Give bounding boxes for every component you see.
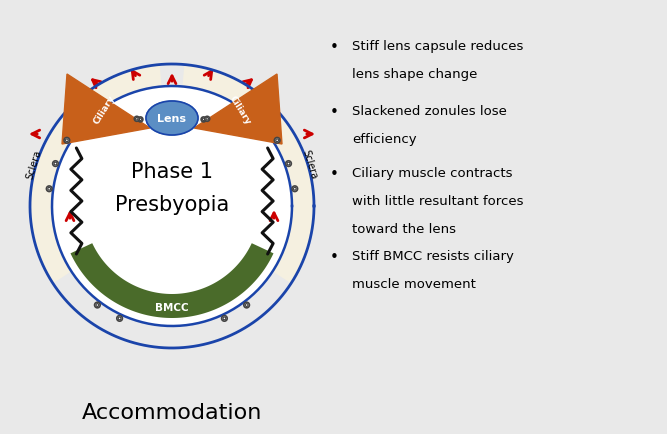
Text: Ciliary: Ciliary xyxy=(91,94,117,126)
Circle shape xyxy=(201,118,206,123)
Text: •: • xyxy=(329,40,338,55)
Circle shape xyxy=(223,317,226,320)
Circle shape xyxy=(274,138,280,144)
Circle shape xyxy=(205,117,209,122)
Polygon shape xyxy=(71,243,273,318)
Polygon shape xyxy=(183,66,314,284)
Circle shape xyxy=(139,119,141,122)
Circle shape xyxy=(118,317,121,320)
Circle shape xyxy=(117,316,123,322)
Circle shape xyxy=(206,118,209,121)
Circle shape xyxy=(275,140,279,142)
Circle shape xyxy=(47,187,52,192)
Polygon shape xyxy=(30,66,161,284)
Text: Sclera: Sclera xyxy=(25,149,43,181)
Text: with little resultant forces: with little resultant forces xyxy=(352,194,524,207)
Circle shape xyxy=(245,304,248,307)
Circle shape xyxy=(244,302,249,308)
Text: Stiff BMCC resists ciliary: Stiff BMCC resists ciliary xyxy=(352,250,514,263)
Circle shape xyxy=(135,118,138,121)
Circle shape xyxy=(285,161,291,167)
Text: Stiff lens capsule reduces: Stiff lens capsule reduces xyxy=(352,40,524,53)
Circle shape xyxy=(292,187,297,192)
Circle shape xyxy=(287,163,290,166)
Text: BMCC: BMCC xyxy=(155,302,189,312)
Circle shape xyxy=(65,140,68,142)
Circle shape xyxy=(293,188,296,191)
Polygon shape xyxy=(194,75,282,145)
Text: efficiency: efficiency xyxy=(352,133,417,146)
Circle shape xyxy=(95,302,100,308)
Text: •: • xyxy=(329,105,338,120)
Text: Slackened zonules lose: Slackened zonules lose xyxy=(352,105,507,118)
Text: muscle movement: muscle movement xyxy=(352,277,476,290)
Ellipse shape xyxy=(146,102,198,136)
Text: toward the lens: toward the lens xyxy=(352,223,456,236)
Text: Phase 1: Phase 1 xyxy=(131,161,213,181)
Circle shape xyxy=(221,316,227,322)
Text: Lens: Lens xyxy=(157,114,187,124)
Circle shape xyxy=(138,118,143,123)
Text: •: • xyxy=(329,167,338,181)
Text: Presbyopia: Presbyopia xyxy=(115,194,229,214)
Circle shape xyxy=(134,117,139,122)
Circle shape xyxy=(53,161,58,167)
Circle shape xyxy=(52,87,292,326)
Text: Accommodation: Accommodation xyxy=(82,402,262,422)
Circle shape xyxy=(64,138,69,144)
Text: •: • xyxy=(329,250,338,264)
Polygon shape xyxy=(62,75,150,145)
Text: lens shape change: lens shape change xyxy=(352,68,478,81)
Text: Ciliary: Ciliary xyxy=(227,94,252,126)
Circle shape xyxy=(96,304,99,307)
Text: Ciliary muscle contracts: Ciliary muscle contracts xyxy=(352,167,512,180)
Circle shape xyxy=(48,188,51,191)
Circle shape xyxy=(54,163,57,166)
Text: Sclera: Sclera xyxy=(301,149,319,181)
Circle shape xyxy=(202,119,205,122)
